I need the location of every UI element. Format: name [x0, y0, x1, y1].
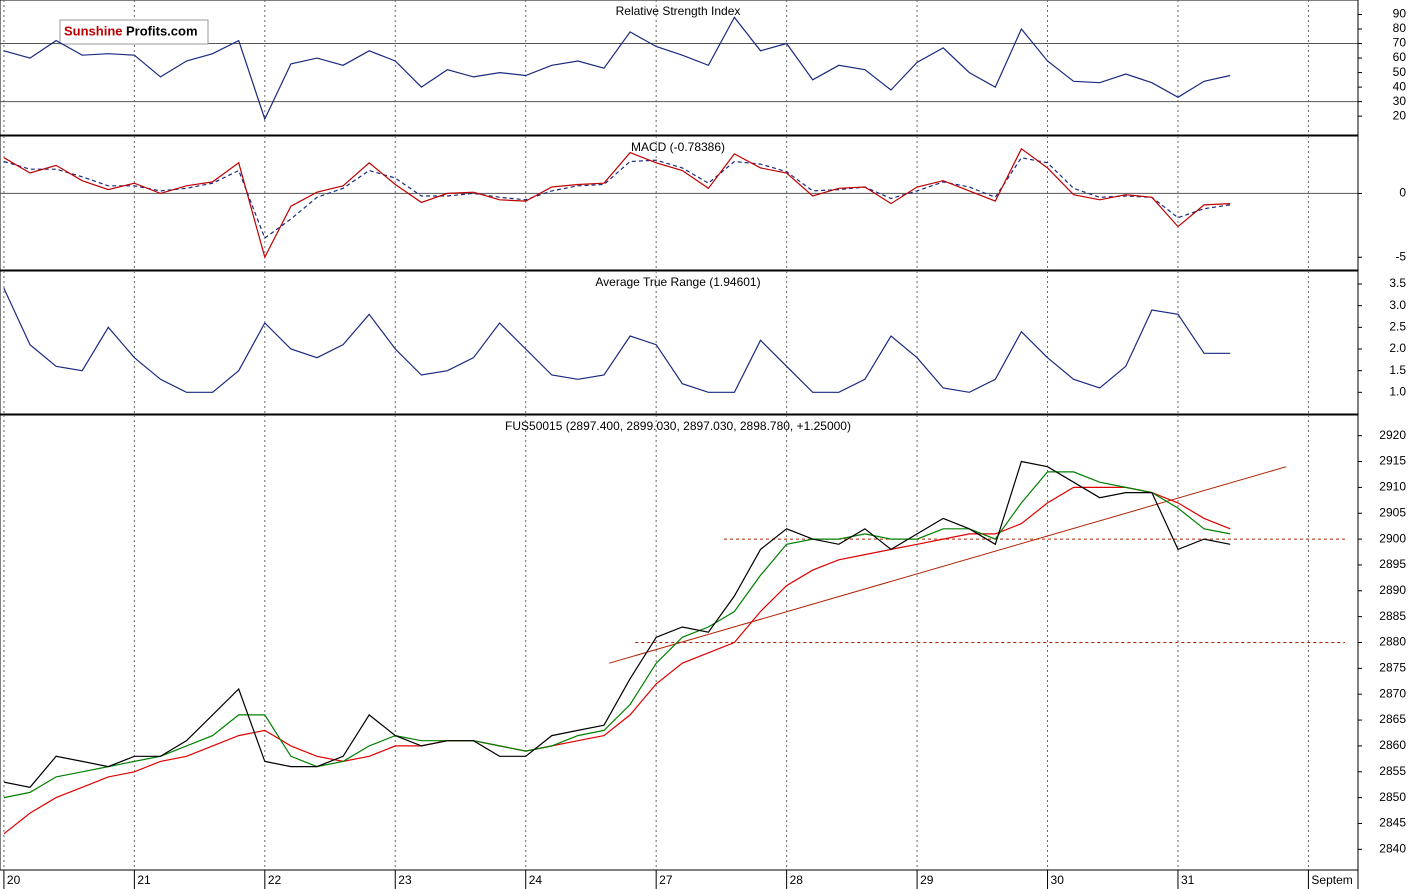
y-tick-label: 2.5	[1389, 320, 1406, 334]
y-tick-label: 2855	[1379, 764, 1406, 778]
panel	[0, 135, 1359, 271]
y-tick-label: 2850	[1379, 790, 1406, 804]
y-tick-label: 3.0	[1389, 298, 1406, 312]
y-tick-label: 2895	[1379, 557, 1406, 571]
y-tick-label: 50	[1393, 65, 1407, 79]
y-tick-label: 2880	[1379, 635, 1406, 649]
y-tick-label: 2840	[1379, 841, 1406, 855]
panel-title: MACD (-0.78386)	[631, 140, 725, 154]
panel-title: Relative Strength Index	[616, 4, 741, 18]
series-line	[3, 147, 1231, 259]
y-tick-label: 0	[1399, 186, 1406, 200]
y-tick-label: 80	[1393, 21, 1407, 35]
y-tick-label: -5	[1395, 249, 1406, 263]
y-tick-label: 70	[1393, 36, 1407, 50]
y-tick-label: 60	[1393, 50, 1407, 64]
x-tick-label: 21	[137, 873, 151, 887]
y-tick-label: 2885	[1379, 609, 1406, 623]
logo-box	[59, 19, 209, 45]
x-tick-label: 27	[659, 873, 673, 887]
y-tick-label: 2875	[1379, 661, 1406, 675]
y-tick-label: 3.5	[1389, 276, 1406, 290]
y-tick-label: 2845	[1379, 816, 1406, 830]
x-tick-label: 24	[529, 873, 543, 887]
y-tick-label: 2910	[1379, 480, 1406, 494]
x-tick-label: 22	[268, 873, 282, 887]
y-tick-label: 1.0	[1389, 385, 1406, 399]
y-tick-label: 2905	[1379, 505, 1406, 519]
y-tick-label: 1.5	[1389, 363, 1406, 377]
trend-line	[609, 466, 1287, 664]
panel-title: Average True Range (1.94601)	[595, 275, 760, 289]
x-tick-label: 31	[1181, 873, 1195, 887]
y-tick-label: 2870	[1379, 686, 1406, 700]
y-tick-label: 2915	[1379, 454, 1406, 468]
y-tick-label: 2.0	[1389, 341, 1406, 355]
series-line	[3, 471, 1231, 799]
series-line	[3, 486, 1231, 835]
y-tick-label: 2900	[1379, 531, 1406, 545]
logo-part1: Sunshine	[64, 23, 123, 38]
y-tick-label: 30	[1393, 94, 1407, 108]
y-tick-label: 2890	[1379, 583, 1406, 597]
y-tick-label: 2865	[1379, 712, 1406, 726]
x-tick-label: 23	[398, 873, 412, 887]
y-tick-label: 90	[1393, 7, 1407, 21]
x-tick-label: 28	[790, 873, 804, 887]
y-tick-label: 40	[1393, 79, 1407, 93]
x-tick-label: 29	[920, 873, 934, 887]
series-line	[3, 460, 1231, 788]
y-tick-label: 2920	[1379, 428, 1406, 442]
y-tick-label: 20	[1393, 108, 1407, 122]
x-tick-label: Septem	[1311, 873, 1352, 887]
series-line	[3, 157, 1231, 240]
y-tick-label: 2860	[1379, 738, 1406, 752]
series-line	[3, 16, 1231, 121]
x-tick-label: 30	[1051, 873, 1065, 887]
series-line	[3, 288, 1231, 393]
x-tick-label: 20	[7, 873, 21, 887]
logo-part2: Profits.com	[126, 23, 198, 38]
panel-title: FUS50015 (2897.400, 2899.030, 2897.030, …	[505, 419, 851, 433]
